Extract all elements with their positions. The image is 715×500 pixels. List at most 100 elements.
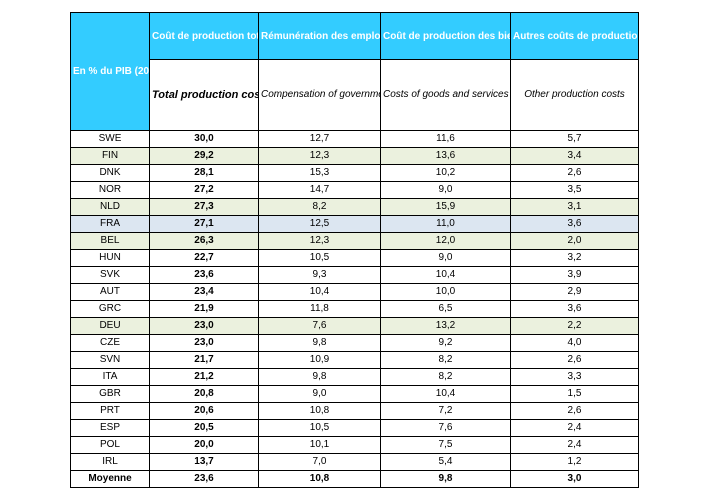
country-cell: DEU: [70, 317, 150, 335]
compensation-cell: 9,8: [258, 368, 381, 386]
other-cell: 2,4: [510, 436, 639, 454]
goods-services-cell: 5,4: [380, 453, 511, 471]
compensation-cell: 12,5: [258, 215, 381, 233]
goods-services-cell: 9,0: [380, 249, 511, 267]
column-header-compensation-fr: Rémunération des employés: [258, 12, 381, 60]
total-cell: 22,7: [149, 249, 259, 267]
goods-services-cell: 9,2: [380, 334, 511, 352]
table-row: CZE 23,0 9,8 9,2 4,0: [70, 334, 639, 352]
column-header-compensation-en: Compensation of government employees: [258, 59, 381, 131]
country-cell: NLD: [70, 198, 150, 216]
other-cell: 2,9: [510, 283, 639, 301]
compensation-cell: 12,3: [258, 232, 381, 250]
country-cell: SWE: [70, 130, 150, 148]
table-row: BEL 26,3 12,3 12,0 2,0: [70, 232, 639, 250]
country-cell: ESP: [70, 419, 150, 437]
compensation-cell: 10,8: [258, 402, 381, 420]
goods-services-cell: 13,2: [380, 317, 511, 335]
country-cell: IRL: [70, 453, 150, 471]
compensation-cell: 7,6: [258, 317, 381, 335]
country-cell: GBR: [70, 385, 150, 403]
column-header-other-en: Other production costs: [510, 59, 639, 131]
other-cell: 2,6: [510, 351, 639, 369]
column-header-goods-services-en: Costs of goods and services used and fin…: [380, 59, 511, 131]
table-body: SWE 30,0 12,7 11,6 5,7 FIN 29,2 12,3 13,6 3,4 DNK 2…: [70, 130, 639, 488]
table-row: NLD 27,3 8,2 15,9 3,1: [70, 198, 639, 216]
country-cell: FRA: [70, 215, 150, 233]
country-cell: SVN: [70, 351, 150, 369]
total-cell: 30,0: [149, 130, 259, 148]
total-cell: 26,3: [149, 232, 259, 250]
table-row: FRA 27,1 12,5 11,0 3,6: [70, 215, 639, 233]
table-row: GRC 21,9 11,8 6,5 3,6: [70, 300, 639, 318]
total-cell: 29,2: [149, 147, 259, 165]
total-cell: 21,9: [149, 300, 259, 318]
total-cell: 21,7: [149, 351, 259, 369]
table-row: HUN 22,7 10,5 9,0 3,2: [70, 249, 639, 267]
goods-services-cell: 11,6: [380, 130, 511, 148]
goods-services-cell: 15,9: [380, 198, 511, 216]
other-cell: 5,7: [510, 130, 639, 148]
compensation-cell: 9,0: [258, 385, 381, 403]
total-cell: 23,0: [149, 317, 259, 335]
goods-services-cell: 12,0: [380, 232, 511, 250]
total-cell: 23,0: [149, 334, 259, 352]
table-row: SWE 30,0 12,7 11,6 5,7: [70, 130, 639, 148]
corner-header: En % du PIB (2018): [70, 12, 150, 131]
column-header-goods-services-fr: Coût de production des biens et services…: [380, 12, 511, 60]
column-header-other-fr: Autres coûts de production: [510, 12, 639, 60]
goods-services-cell: 10,2: [380, 164, 511, 182]
other-cell: 3,2: [510, 249, 639, 267]
goods-services-cell: 10,0: [380, 283, 511, 301]
compensation-cell: 10,4: [258, 283, 381, 301]
table-row: ITA 21,2 9,8 8,2 3,3: [70, 368, 639, 386]
table-row: AUT 23,4 10,4 10,0 2,9: [70, 283, 639, 301]
other-cell: 2,4: [510, 419, 639, 437]
compensation-cell: 10,5: [258, 249, 381, 267]
total-cell: 20,6: [149, 402, 259, 420]
column-header-total-en: Total production costs: [149, 59, 259, 131]
table-row: IRL 13,7 7,0 5,4 1,2: [70, 453, 639, 471]
total-cell: 13,7: [149, 453, 259, 471]
goods-services-cell: 13,6: [380, 147, 511, 165]
compensation-cell: 14,7: [258, 181, 381, 199]
compensation-cell: 10,5: [258, 419, 381, 437]
other-cell: 2,0: [510, 232, 639, 250]
total-cell: 27,3: [149, 198, 259, 216]
column-header-total-fr: Coût de production total: [149, 12, 259, 60]
table-row: SVN 21,7 10,9 8,2 2,6: [70, 351, 639, 369]
average-compensation: 10,8: [258, 470, 381, 488]
compensation-cell: 10,1: [258, 436, 381, 454]
average-total: 23,6: [149, 470, 259, 488]
other-cell: 3,9: [510, 266, 639, 284]
compensation-cell: 7,0: [258, 453, 381, 471]
average-goods-services: 9,8: [380, 470, 511, 488]
table-row: DNK 28,1 15,3 10,2 2,6: [70, 164, 639, 182]
goods-services-cell: 8,2: [380, 351, 511, 369]
total-cell: 28,1: [149, 164, 259, 182]
total-cell: 23,4: [149, 283, 259, 301]
other-cell: 1,2: [510, 453, 639, 471]
other-cell: 3,6: [510, 215, 639, 233]
table-row: FIN 29,2 12,3 13,6 3,4: [70, 147, 639, 165]
country-cell: CZE: [70, 334, 150, 352]
country-cell: GRC: [70, 300, 150, 318]
total-cell: 27,2: [149, 181, 259, 199]
country-cell: NOR: [70, 181, 150, 199]
country-cell: FIN: [70, 147, 150, 165]
country-cell: POL: [70, 436, 150, 454]
compensation-cell: 10,9: [258, 351, 381, 369]
goods-services-cell: 10,4: [380, 266, 511, 284]
total-cell: 27,1: [149, 215, 259, 233]
table-row: SVK 23,6 9,3 10,4 3,9: [70, 266, 639, 284]
compensation-cell: 12,7: [258, 130, 381, 148]
other-cell: 3,5: [510, 181, 639, 199]
average-row: Moyenne 23,6 10,8 9,8 3,0: [70, 470, 639, 488]
total-cell: 20,5: [149, 419, 259, 437]
goods-services-cell: 6,5: [380, 300, 511, 318]
average-label: Moyenne: [70, 470, 150, 488]
other-cell: 2,6: [510, 164, 639, 182]
country-cell: BEL: [70, 232, 150, 250]
production-cost-table: En % du PIB (2018) Coût de production to…: [70, 12, 639, 488]
goods-services-cell: 9,0: [380, 181, 511, 199]
